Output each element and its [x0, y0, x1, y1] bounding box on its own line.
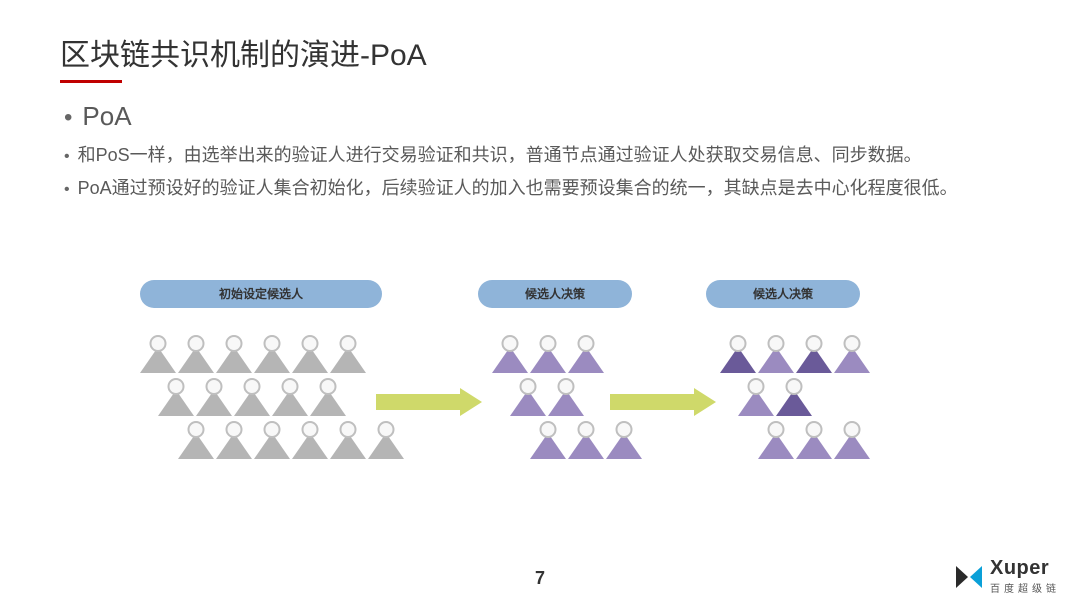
page-number: 7	[535, 568, 545, 589]
person-icon	[330, 421, 366, 461]
logo: Xuper 百度超级链	[954, 558, 1060, 595]
person-icon	[530, 335, 566, 375]
stage-label: 候选人决策	[478, 280, 632, 308]
bullet-main-text: PoA	[82, 101, 131, 132]
person-icon	[254, 421, 290, 461]
person-icon	[292, 421, 328, 461]
person-icon	[720, 335, 756, 375]
person-icon	[492, 335, 528, 375]
person-icon	[834, 335, 870, 375]
person-icon	[254, 335, 290, 375]
title-wrap: 区块链共识机制的演进-PoA	[60, 30, 1020, 83]
arrow-icon	[610, 388, 716, 421]
person-icon	[738, 378, 774, 418]
arrow-icon	[376, 388, 482, 421]
bullet-sub-text: PoA通过预设好的验证人集合初始化，后续验证人的加入也需要预设集合的统一，其缺点…	[78, 175, 958, 202]
bullet-dot: •	[64, 145, 70, 169]
logo-main: Xuper	[990, 558, 1060, 578]
bullet-sub-text: 和PoS一样，由选举出来的验证人进行交易验证和共识，普通节点通过验证人处获取交易…	[78, 142, 922, 169]
person-icon	[158, 378, 194, 418]
stage-label: 候选人决策	[706, 280, 860, 308]
person-icon	[834, 421, 870, 461]
person-icon	[178, 421, 214, 461]
person-icon	[368, 421, 404, 461]
person-icon	[548, 378, 584, 418]
person-icon	[510, 378, 546, 418]
logo-sub: 百度超级链	[990, 580, 1060, 595]
person-icon	[234, 378, 270, 418]
person-icon	[758, 421, 794, 461]
logo-mark-icon	[954, 562, 984, 592]
slide: 区块链共识机制的演进-PoA • PoA • 和PoS一样，由选举出来的验证人进…	[0, 0, 1080, 607]
diagram: 初始设定候选人 候选人决策 候选人决策	[140, 280, 940, 500]
person-icon	[776, 378, 812, 418]
person-icon	[330, 335, 366, 375]
content: • PoA • 和PoS一样，由选举出来的验证人进行交易验证和共识，普通节点通过…	[60, 101, 1020, 202]
person-icon	[216, 421, 252, 461]
person-icon	[568, 421, 604, 461]
person-icon	[796, 421, 832, 461]
person-icon	[606, 421, 642, 461]
title-underline	[60, 80, 122, 83]
person-icon	[310, 378, 346, 418]
bullet-sub: • 和PoS一样，由选举出来的验证人进行交易验证和共识，普通节点通过验证人处获取…	[64, 142, 1020, 169]
person-icon	[140, 335, 176, 375]
person-icon	[568, 335, 604, 375]
bullet-dot: •	[64, 178, 70, 202]
bullet-sub: • PoA通过预设好的验证人集合初始化，后续验证人的加入也需要预设集合的统一，其…	[64, 175, 1020, 202]
stage-label: 初始设定候选人	[140, 280, 382, 308]
person-icon	[196, 378, 232, 418]
person-icon	[292, 335, 328, 375]
person-icon	[272, 378, 308, 418]
logo-text: Xuper 百度超级链	[990, 558, 1060, 595]
bullet-main: • PoA	[64, 101, 1020, 132]
person-icon	[216, 335, 252, 375]
person-icon	[758, 335, 794, 375]
person-icon	[796, 335, 832, 375]
person-icon	[530, 421, 566, 461]
bullet-dot: •	[64, 106, 72, 130]
slide-title: 区块链共识机制的演进-PoA	[60, 30, 1020, 74]
person-icon	[178, 335, 214, 375]
